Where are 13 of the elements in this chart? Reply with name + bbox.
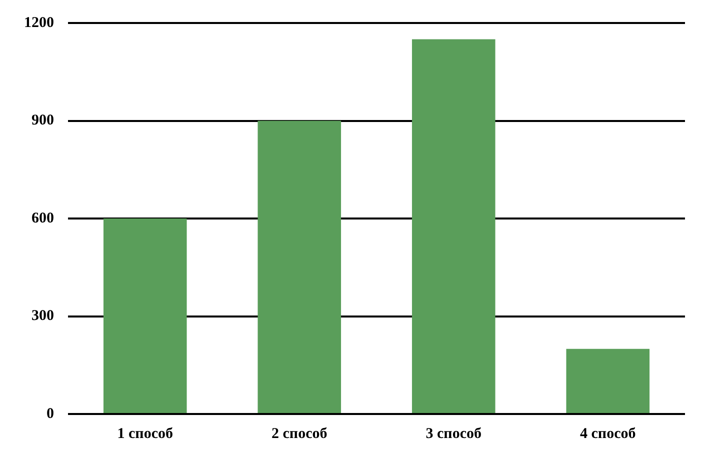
x-tick-label: 3 способ <box>426 426 482 442</box>
y-tick-label: 300 <box>32 308 54 324</box>
x-tick-label: 1 способ <box>117 426 173 442</box>
y-tick-label: 600 <box>32 210 54 226</box>
bar <box>103 218 187 413</box>
y-tick-label: 0 <box>46 406 54 422</box>
y-tick-label: 900 <box>32 112 54 129</box>
y-tick-label: 1200 <box>24 14 54 31</box>
bar <box>258 120 342 413</box>
x-tick-label: 2 способ <box>272 426 328 442</box>
bar <box>566 348 650 413</box>
x-tick-label: 4 способ <box>580 426 636 442</box>
bar <box>412 39 496 413</box>
